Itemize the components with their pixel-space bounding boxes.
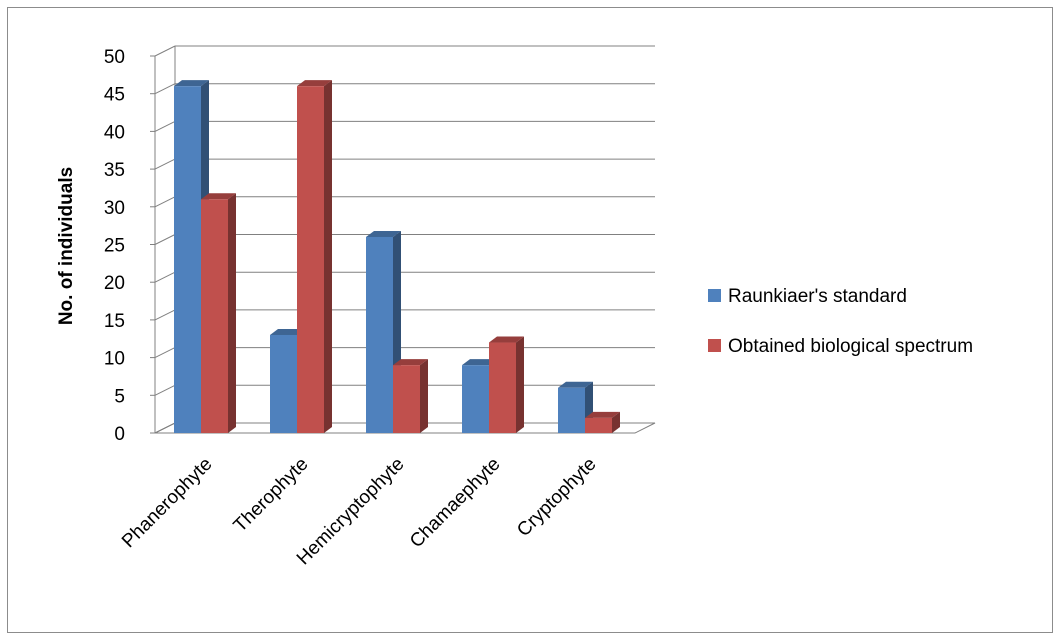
bars xyxy=(174,80,620,433)
gridline-depth xyxy=(154,83,176,95)
y-tick-label: 20 xyxy=(104,273,125,294)
y-tick-label: 10 xyxy=(104,349,125,370)
gridline-depth xyxy=(154,120,176,132)
y-tick-label: 0 xyxy=(114,424,125,445)
bar-side xyxy=(612,411,620,433)
bar-front xyxy=(393,365,420,433)
gridline-depth xyxy=(154,45,176,57)
gridline-depth xyxy=(154,384,176,396)
bar-top xyxy=(393,359,428,366)
bar-front xyxy=(201,199,228,433)
bar-side xyxy=(516,336,524,433)
bar-phanerophyte-obtained xyxy=(201,193,236,433)
bar-top xyxy=(558,381,593,388)
bar-front xyxy=(462,365,489,433)
bar-top xyxy=(270,328,305,335)
gridline-depth xyxy=(154,347,176,359)
bar-front xyxy=(270,334,297,433)
y-tick-label: 15 xyxy=(104,311,125,332)
y-tick-label: 40 xyxy=(104,122,125,143)
bar-top xyxy=(366,230,401,237)
gridline-depth xyxy=(154,196,176,208)
bar-top xyxy=(585,411,620,418)
y-axis-ticks: 0 5 10 15 20 25 30 35 40 45 50 xyxy=(104,47,155,445)
gridline-depth xyxy=(154,309,176,321)
bar-phanerophyte-raunkiaer xyxy=(174,80,209,433)
bar-therophyte-obtained xyxy=(297,80,332,433)
bar-front xyxy=(297,86,324,433)
bar-front xyxy=(558,387,585,433)
x-axis-categories: Phanerophyte TherophyteHemicryptophyteCha… xyxy=(118,454,601,570)
y-tick-label: 25 xyxy=(104,236,125,257)
bar-top xyxy=(201,193,236,200)
y-axis-label: No. of individuals xyxy=(56,167,77,325)
bar-top xyxy=(489,336,524,343)
bar-front xyxy=(489,342,516,433)
bar-cryptophyte-obtained xyxy=(585,411,620,433)
bar-top xyxy=(462,359,497,366)
legend-swatch xyxy=(708,289,721,302)
gridline-depth xyxy=(154,158,176,170)
bar-front xyxy=(585,417,612,433)
y-tick-label: 35 xyxy=(104,160,125,181)
bar-side xyxy=(324,80,332,433)
y-tick-label: 50 xyxy=(104,47,125,68)
legend-label: Obtained biological spectrum xyxy=(728,336,973,357)
bar-chamaephyte-obtained xyxy=(489,336,524,433)
legend-label: Raunkiaer's standard xyxy=(728,286,907,307)
y-tick-label: 45 xyxy=(104,85,125,106)
y-tick-label: 30 xyxy=(104,198,125,219)
legend-swatch xyxy=(708,339,721,352)
gridline-depth xyxy=(154,271,176,283)
x-tick-label: Therophyte xyxy=(230,454,313,537)
bar-hemicryptophyte-obtained xyxy=(393,359,428,433)
bar-top xyxy=(297,80,332,87)
x-tick-label: Cryptophyte xyxy=(513,454,600,541)
x-tick-label: Chamaephyte xyxy=(406,454,504,552)
y-tick-label: 5 xyxy=(114,386,125,407)
x-tick-label: Phanerophyte xyxy=(118,454,217,553)
bar-side xyxy=(420,359,428,433)
bar-top xyxy=(174,80,209,87)
bar-front xyxy=(366,236,393,433)
bar-side xyxy=(228,193,236,433)
bar-front xyxy=(174,86,201,433)
x-tick-label: Hemicryptophyte xyxy=(293,454,409,570)
legend: Raunkiaer's standard Obtained biological … xyxy=(708,286,973,357)
gridline-depth xyxy=(154,234,176,245)
